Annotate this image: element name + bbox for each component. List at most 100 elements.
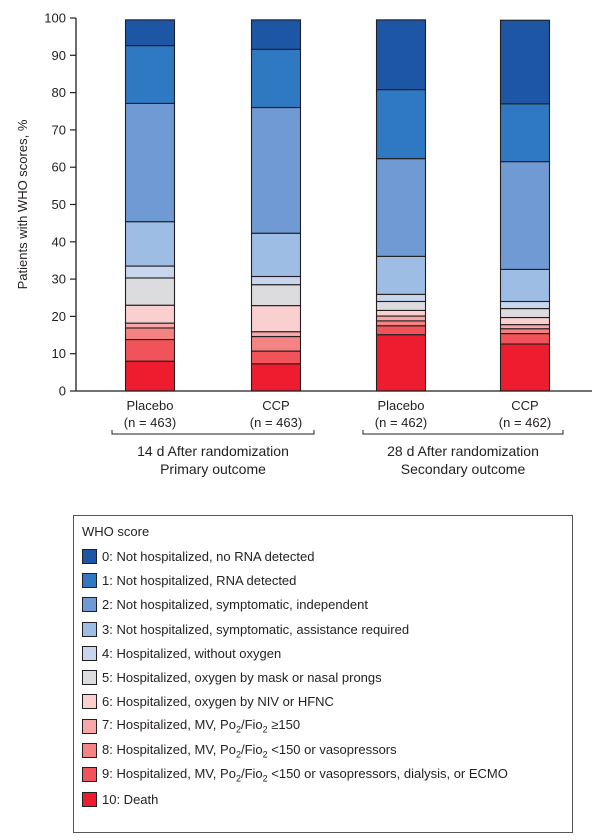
bar-segment-score-8-bar-3 [375, 320, 427, 327]
bar-segment-score-4-bar-4 [499, 300, 551, 310]
bar-segment-score-6-bar-3 [375, 309, 427, 317]
bar-segment-score-0-bar-4 [499, 19, 551, 105]
legend-item: 4: Hospitalized, without oxygen [82, 641, 508, 665]
legend-label: 1: Not hospitalized, RNA detected [102, 572, 297, 588]
bar-segment-score-9-bar-4 [499, 333, 551, 345]
group-label-2-line2: Secondary outcome [401, 461, 526, 477]
legend-label: 6: Hospitalized, oxygen by NIV or HFNC [102, 694, 334, 710]
x-category-label-3: Placebo [378, 398, 425, 413]
legend-swatch [82, 670, 97, 686]
legend-item: 1: Not hospitalized, RNA detected [82, 568, 508, 592]
legend-item: 9: Hospitalized, MV, Po2/Fio2 <150 or va… [82, 763, 508, 787]
bar-segment-score-2-bar-2 [250, 106, 302, 234]
bar-segment-score-0-bar-3 [375, 19, 427, 91]
bar-segment-score-5-bar-3 [375, 300, 427, 311]
bar-segment-score-1-bar-3 [375, 89, 427, 160]
legend-label: 0: Not hospitalized, no RNA detected [102, 548, 315, 564]
legend-swatch [82, 767, 97, 783]
legend-swatch [82, 743, 97, 759]
legend-swatch [82, 694, 97, 710]
legend-item: 6: Hospitalized, oxygen by NIV or HFNC [82, 690, 508, 714]
legend-item: 2: Not hospitalized, symptomatic, indepe… [82, 593, 508, 617]
bar-segment-score-5-bar-1 [124, 277, 176, 306]
bar-segment-score-4-bar-3 [375, 293, 427, 303]
legend-label: 3: Not hospitalized, symptomatic, assist… [102, 621, 410, 637]
bar-segment-score-7-bar-4 [499, 324, 551, 330]
legend-swatch [82, 597, 97, 613]
bar-segment-score-8-bar-1 [124, 327, 176, 341]
y-tick-label-20: 20 [52, 309, 66, 324]
legend-item: 8: Hospitalized, MV, Po2/Fio2 <150 or va… [82, 738, 508, 762]
group-bracket-1 [111, 430, 315, 435]
axes-layer: 0 10 20 30 40 50 60 70 80 90 100 Patients with WHO … [15, 11, 592, 477]
bar-segment-score-3-bar-1 [124, 221, 176, 267]
legend: WHO score 0: Not hospitalized, no RNA de… [73, 515, 573, 833]
bars-layer [124, 19, 551, 392]
legend-label: 9: Hospitalized, MV, Po2/Fio2 <150 or va… [102, 766, 508, 784]
bar-segment-score-7-bar-3 [375, 315, 427, 322]
bar-segment-score-3-bar-3 [375, 255, 427, 295]
x-category-n-label-2: (n = 463) [250, 415, 302, 430]
bar-segment-score-1-bar-1 [124, 45, 176, 104]
group-bracket-2 [362, 430, 564, 435]
legend-list: 0: Not hospitalized, no RNA detected 1: N… [82, 544, 508, 811]
bar-segment-score-8-bar-4 [499, 328, 551, 335]
legend-label: 10: Death [102, 791, 159, 807]
y-tick-label-30: 30 [52, 272, 66, 287]
x-category-n-label-3: (n = 462) [375, 415, 427, 430]
bar-segment-score-5-bar-4 [499, 308, 551, 319]
legend-item: 0: Not hospitalized, no RNA detected [82, 544, 508, 568]
bar-segment-score-2-bar-1 [124, 102, 176, 223]
legend-label: 8: Hospitalized, MV, Po2/Fio2 <150 or va… [102, 741, 397, 760]
bar-segment-score-9-bar-2 [250, 350, 302, 365]
x-category-label-4: CCP [511, 398, 538, 413]
bar-segment-score-3-bar-4 [499, 268, 551, 303]
y-tick-label-40: 40 [52, 234, 66, 249]
legend-swatch [82, 718, 97, 734]
bar-segment-score-1-bar-4 [499, 103, 551, 163]
legend-swatch [82, 621, 97, 637]
x-category-n-label-1: (n = 463) [124, 415, 176, 430]
legend-swatch [82, 645, 97, 661]
bar-segment-score-4-bar-2 [250, 275, 302, 286]
bar-segment-score-0-bar-1 [124, 19, 176, 47]
y-tick-label-0: 0 [59, 384, 66, 399]
legend-swatch [82, 572, 97, 588]
bar-segment-score-3-bar-2 [250, 232, 302, 278]
y-axis-label: Patients with WHO scores, % [15, 119, 30, 289]
bar-segment-score-1-bar-2 [250, 48, 302, 109]
y-tick-label-50: 50 [52, 197, 66, 212]
x-category-label-2: CCP [262, 398, 289, 413]
bar-segment-score-5-bar-2 [250, 284, 302, 307]
group-label-1-line1: 14 d After randomization [137, 443, 289, 459]
group-label-1-line2: Primary outcome [160, 461, 266, 477]
y-tick-label-80: 80 [52, 85, 66, 100]
y-tick-label-60: 60 [52, 160, 66, 175]
legend-item: 3: Not hospitalized, symptomatic, assist… [82, 617, 508, 641]
x-category-n-label-4: (n = 462) [499, 415, 551, 430]
legend-item: 10: Death [82, 787, 508, 811]
legend-label: 7: Hospitalized, MV, Po2/Fio2 ≥150 [102, 717, 301, 736]
bar-segment-score-9-bar-1 [124, 338, 176, 362]
bar-segment-score-7-bar-1 [124, 322, 176, 329]
bar-segment-score-9-bar-3 [375, 325, 427, 336]
stacked-bar-chart: 0 10 20 30 40 50 60 70 80 90 100 Patients with WHO … [15, 11, 592, 477]
bar-segment-score-7-bar-2 [250, 331, 302, 338]
y-tick-label-100: 100 [44, 11, 66, 26]
y-tick-label-90: 90 [52, 48, 66, 63]
bar-segment-score-6-bar-4 [499, 316, 551, 326]
bar-segment-score-4-bar-1 [124, 265, 176, 279]
bar-segment-score-8-bar-2 [250, 335, 302, 352]
bar-segment-score-10-bar-2 [250, 363, 302, 392]
bar-segment-score-10-bar-1 [124, 360, 176, 392]
y-tick-label-70: 70 [52, 122, 66, 137]
bar-segment-score-0-bar-2 [250, 19, 302, 50]
bar-segment-score-2-bar-3 [375, 158, 427, 257]
legend-label: 4: Hospitalized, without oxygen [102, 645, 282, 661]
legend-label: 5: Hospitalized, oxygen by mask or nasal… [102, 670, 382, 686]
bar-segment-score-6-bar-1 [124, 304, 176, 324]
legend-label: 2: Not hospitalized, symptomatic, indepe… [102, 597, 368, 613]
bar-segment-score-10-bar-4 [499, 343, 551, 392]
bar-segment-score-10-bar-3 [375, 334, 427, 392]
y-tick-label-10: 10 [52, 346, 66, 361]
